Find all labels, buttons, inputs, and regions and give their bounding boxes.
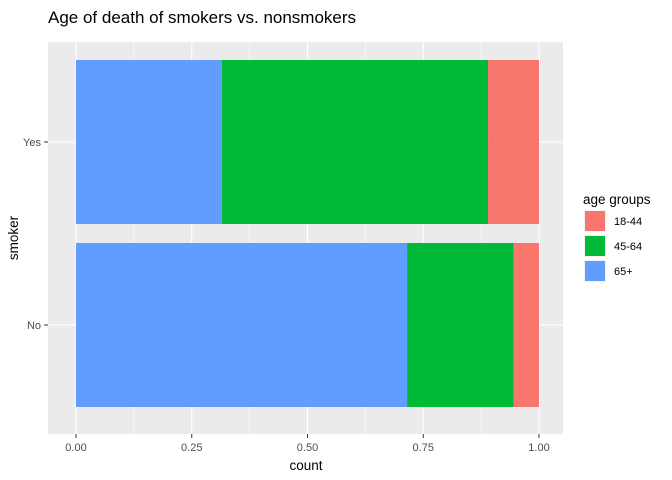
bar-no-65plus: [76, 243, 408, 407]
x-axis: 0.00 0.25 0.50 0.75 1.00: [65, 434, 550, 454]
x-tick-label: 0.00: [65, 442, 86, 454]
bar-no-45-64: [407, 243, 514, 407]
bars-group: [76, 60, 539, 407]
legend: age groups 18-44 45-64 65+: [583, 192, 651, 282]
y-axis: Yes No: [23, 137, 48, 332]
x-tick-label: 0.25: [181, 442, 202, 454]
legend-swatch: [585, 261, 605, 281]
legend-label: 45-64: [614, 241, 642, 253]
y-tick-label: Yes: [23, 137, 41, 149]
x-tick-label: 1.00: [528, 442, 549, 454]
bar-yes-18-44: [488, 60, 539, 224]
legend-swatch: [585, 211, 605, 231]
legend-swatch: [585, 236, 605, 256]
bar-yes-65plus: [76, 60, 222, 224]
chart-title: Age of death of smokers vs. nonsmokers: [48, 8, 356, 27]
y-tick-label: No: [27, 320, 41, 332]
legend-title: age groups: [583, 192, 651, 207]
x-tick-label: 0.75: [413, 442, 434, 454]
y-axis-title: smoker: [6, 215, 21, 260]
bar-yes-45-64: [221, 60, 489, 224]
bar-no-18-44: [513, 243, 539, 407]
x-tick-label: 0.50: [297, 442, 318, 454]
legend-label: 18-44: [614, 216, 642, 228]
x-axis-title: count: [289, 458, 322, 473]
legend-label: 65+: [614, 266, 633, 278]
